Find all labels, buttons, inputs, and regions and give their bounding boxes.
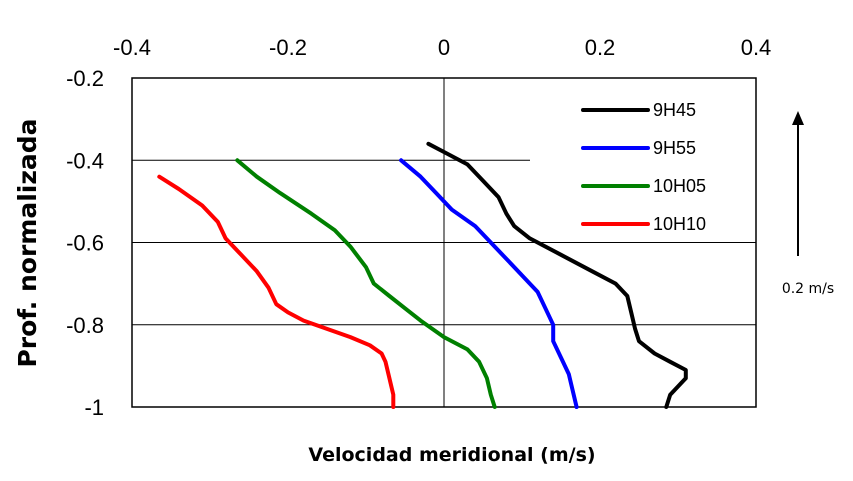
legend-label-10h10: 10H10 bbox=[653, 214, 706, 234]
y-tick-labels: -0.2 -0.4 -0.6 -0.8 -1 bbox=[66, 66, 104, 420]
legend-label-9h45: 9H45 bbox=[653, 100, 696, 120]
series-lines bbox=[157, 141, 688, 409]
series-line-10h10 bbox=[157, 174, 396, 409]
y-axis-title: Prof. normalizada bbox=[13, 118, 42, 367]
y-tick-label: -0.8 bbox=[66, 313, 104, 338]
y-tick-label: -0.2 bbox=[66, 66, 104, 91]
scale-arrow: 0.2 m/s bbox=[782, 111, 834, 297]
x-tick-labels: -0.4 -0.2 0 0.2 0.4 bbox=[113, 35, 771, 60]
scale-arrow-head bbox=[792, 111, 804, 125]
x-tick-label: 0.4 bbox=[741, 35, 772, 60]
legend-label-9h55: 9H55 bbox=[653, 138, 696, 158]
x-tick-label: -0.4 bbox=[113, 35, 151, 60]
plot-area-frame bbox=[131, 77, 757, 408]
series-line-10h05 bbox=[235, 158, 497, 409]
x-tick-label: 0.2 bbox=[585, 35, 616, 60]
series-line-9h45 bbox=[426, 141, 688, 409]
scale-arrow-label: 0.2 m/s bbox=[782, 281, 834, 297]
legend: 9H45 9H55 10H05 10H10 bbox=[581, 100, 706, 234]
legend-label-10h05: 10H05 bbox=[653, 176, 706, 196]
x-tick-label: 0 bbox=[438, 35, 450, 60]
y-tick-label: -0.6 bbox=[66, 231, 104, 256]
y-tick-label: -0.4 bbox=[66, 148, 104, 173]
x-tick-label: -0.2 bbox=[269, 35, 307, 60]
series-line-9h55 bbox=[399, 158, 579, 409]
x-axis-title: Velocidad meridional (m/s) bbox=[308, 444, 595, 466]
y-tick-label: -1 bbox=[84, 395, 104, 420]
